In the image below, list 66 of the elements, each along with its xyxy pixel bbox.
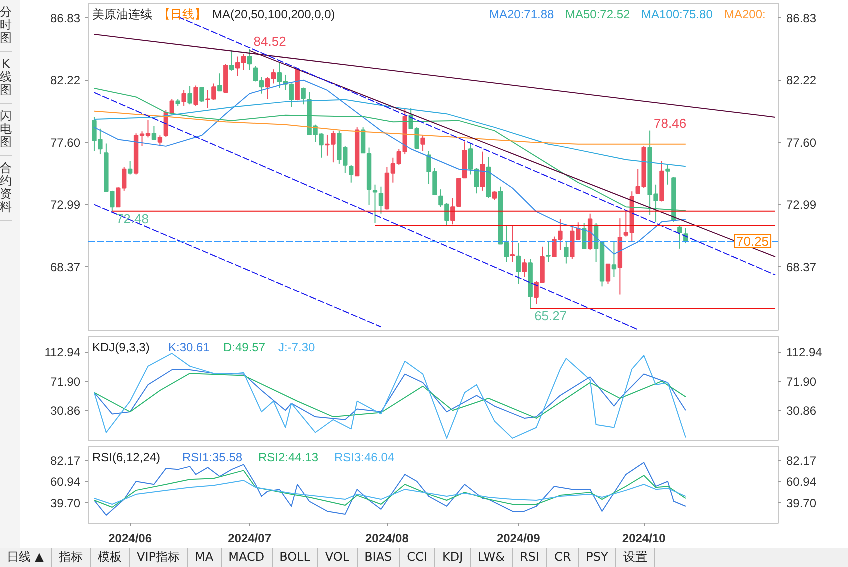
- y2-tick-label: 77.60: [786, 136, 817, 150]
- y-tick-label: 77.60: [50, 136, 81, 150]
- text: 日线 ▲: [0, 548, 52, 567]
- text: 84.52: [254, 34, 286, 50]
- x-tick-label: 2024/10: [622, 532, 666, 546]
- text: 指标: [52, 548, 92, 567]
- y-tick-label: 86.83: [50, 11, 81, 26]
- text: BOLL: [272, 548, 318, 567]
- text: KDJ: [435, 548, 472, 567]
- text: K线图: [0, 52, 12, 104]
- text: MA50:72.52: [566, 8, 631, 22]
- x-tick-label: 2024/09: [496, 532, 541, 546]
- chart-subtitle: 【日线】: [158, 8, 206, 22]
- text: 78.46: [654, 116, 687, 131]
- y2-tick-label: 60.94: [786, 475, 817, 490]
- text: 合约资料: [0, 156, 12, 221]
- y2-tick-label: 68.37: [786, 260, 817, 274]
- text: MA200:: [724, 8, 766, 22]
- y-tick-label: 82.22: [50, 74, 81, 88]
- chart-title: RSI(6,12,24): [92, 450, 161, 464]
- y2-tick-label: 82.22: [786, 74, 817, 88]
- text: 65.27: [534, 308, 568, 324]
- text: VOL: [318, 548, 358, 567]
- text: MACD: [222, 548, 273, 567]
- series-label: D:49.57: [224, 340, 266, 354]
- y2-tick-label: 112.94: [786, 346, 823, 360]
- legend-title: MA(20,50,100,200,0,0): [212, 8, 336, 22]
- text: MA: [188, 548, 222, 567]
- text: 模板: [91, 548, 130, 567]
- y-tick-label: 60.94: [50, 475, 81, 490]
- text: BIAS: [358, 548, 400, 567]
- text: MA100:75.80: [642, 8, 714, 22]
- series-label: RSI2:44.13: [258, 450, 319, 464]
- text: PSY: [579, 548, 616, 567]
- y-tick-label: 71.90: [50, 374, 81, 389]
- text: RSI: [512, 548, 548, 567]
- y2-tick-label: 86.83: [786, 11, 817, 26]
- text: MA20:71.88: [490, 8, 555, 22]
- text: 闪电图: [0, 104, 12, 156]
- y-tick-label: 82.17: [50, 454, 81, 468]
- text: CR: [547, 548, 580, 567]
- y-tick-label: 39.70: [50, 496, 81, 510]
- ref-line-label: 70.25: [736, 234, 770, 249]
- y-tick-label: 72.99: [50, 198, 81, 212]
- y-tick-label: 30.86: [50, 404, 81, 418]
- text: VIP指标: [130, 548, 188, 567]
- y2-tick-label: 71.90: [786, 374, 817, 389]
- y2-tick-label: 72.99: [786, 198, 817, 212]
- text: CCI: [400, 548, 436, 567]
- text: 分时图: [0, 0, 12, 52]
- y2-tick-label: 39.70: [786, 496, 817, 510]
- y2-tick-label: 82.17: [786, 454, 817, 468]
- text: 设置: [616, 548, 656, 567]
- y-tick-label: 112.94: [44, 346, 81, 360]
- y-tick-label: 68.37: [50, 260, 81, 274]
- chart-title: KDJ(9,3,3): [92, 340, 150, 354]
- text: LW&: [471, 548, 513, 567]
- series-label: RSI1:35.58: [182, 450, 243, 464]
- text: RSI3:46.04: [334, 450, 395, 464]
- chart-title: 美原油连续: [92, 8, 152, 22]
- series-label: K:30.61: [168, 340, 210, 354]
- x-tick-label: 2024/08: [366, 532, 410, 546]
- x-tick-label: 2024/07: [228, 532, 272, 546]
- x-tick-label: 2024/06: [108, 532, 152, 546]
- text: J:-7.30: [278, 340, 316, 354]
- y2-tick-label: 30.86: [786, 404, 817, 418]
